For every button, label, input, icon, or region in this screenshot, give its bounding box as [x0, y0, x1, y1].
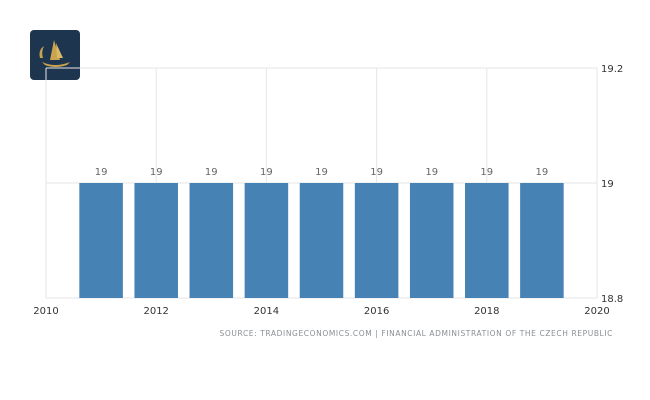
bar-value-label: 19: [95, 167, 108, 178]
bar-value-label: 19: [370, 167, 383, 178]
y-axis-ticks: 19.2 19 18.8: [601, 64, 623, 305]
bar-value-label: 19: [260, 167, 273, 178]
bar: [134, 183, 178, 298]
bar: [520, 183, 564, 298]
bar-value-label: 19: [150, 167, 163, 178]
bar: [354, 183, 399, 298]
x-tick-label: 2016: [364, 306, 389, 317]
y-tick-label: 19.2: [601, 64, 623, 75]
bar: [79, 183, 123, 298]
x-tick-label: 2010: [33, 306, 58, 317]
bar-value-label: 19: [480, 167, 493, 178]
x-tick-label: 2012: [143, 306, 168, 317]
bar: [409, 183, 454, 298]
bar-value-label: 19: [425, 167, 438, 178]
x-tick-label: 2020: [584, 306, 609, 317]
bar-value-label: 19: [315, 167, 328, 178]
bar: [189, 183, 234, 298]
x-axis-ticks: 2010 2012 2014 2016 2018 2020: [33, 306, 609, 317]
y-tick-label: 19: [601, 179, 614, 190]
y-tick-label: 18.8: [601, 294, 623, 305]
bar-value-label: 19: [536, 167, 549, 178]
x-tick-label: 2014: [254, 306, 279, 317]
bar: [244, 183, 289, 298]
data-labels: 19 19 19 19 19 19 19 19 19: [95, 167, 549, 178]
bar: [465, 183, 509, 298]
bars: [79, 183, 564, 298]
brand-logo: [30, 30, 80, 80]
bar: [299, 183, 344, 298]
x-tick-label: 2018: [474, 306, 499, 317]
sailboat-logo-icon: [39, 40, 70, 67]
bar-value-label: 19: [205, 167, 218, 178]
source-note: SOURCE: TRADINGECONOMICS.COM | FINANCIAL…: [219, 329, 613, 338]
